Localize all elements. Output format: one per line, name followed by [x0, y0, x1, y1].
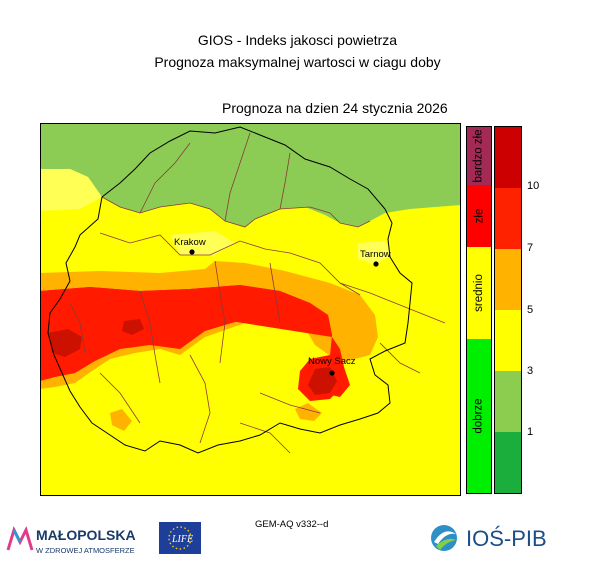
scale-swatch [495, 127, 521, 188]
map-subtitle: Prognoza maksymalnej wartosci w ciagu do… [154, 54, 441, 70]
life-eu-logo: LIFE [159, 522, 201, 554]
city-krakow: Krakow [174, 237, 206, 255]
legend-label-moderate: srednio [473, 274, 485, 312]
svg-text:LIFE: LIFE [171, 534, 193, 545]
index-scale-bar [494, 126, 522, 494]
city-nowy-sacz: Nowy Sacz [308, 356, 356, 376]
scale-swatch [495, 432, 521, 493]
legend-label-bad: złe [472, 208, 485, 224]
scale-tick: 7 [527, 242, 534, 254]
zone-very-bad-west [48, 329, 82, 357]
category-legend: bardzo złe złe srednio dobrze [466, 126, 492, 494]
city-label: Krakow [174, 237, 206, 248]
model-version: GEM-AQ v332--d [255, 519, 329, 530]
legend-label-very-bad: bardzo złe [473, 129, 485, 183]
scale-tick: 3 [527, 365, 534, 377]
malopolska-logo: MAŁOPOLSKA W ZDROWEJ ATMOSFERZE [6, 525, 136, 555]
svg-text:MAŁOPOLSKA: MAŁOPOLSKA [36, 527, 136, 543]
ios-pib-logo: IOŚ-PIB [431, 525, 547, 551]
scale-tick: 1 [527, 426, 534, 438]
svg-text:W ZDROWEJ ATMOSFERZE: W ZDROWEJ ATMOSFERZE [36, 546, 135, 555]
scale-swatch [495, 188, 521, 249]
city-label: Nowy Sacz [308, 356, 356, 367]
legend-label-good: dobrze [473, 398, 486, 434]
district-boundaries [69, 132, 446, 454]
legend-color-very-bad [467, 127, 491, 185]
scale-tick: 10 [527, 180, 540, 192]
zone-light-yellow-west [40, 169, 102, 211]
legend-color-good [467, 339, 491, 493]
scale-swatch [495, 371, 521, 432]
city-tarnow: Tarnow [360, 249, 391, 267]
region-outline [47, 126, 413, 454]
city-label: Tarnow [360, 249, 391, 260]
forecast-map: Krakow Tarnow Nowy Sacz [40, 123, 461, 496]
legend-color-moderate [467, 247, 491, 339]
svg-text:IOŚ-PIB: IOŚ-PIB [466, 526, 547, 551]
scale-swatch [495, 249, 521, 310]
forecast-date: Prognoza na dzien 24 stycznia 2026 [222, 100, 448, 116]
legend-color-bad [467, 185, 491, 247]
scale-tick: 5 [527, 304, 534, 316]
map-title: GIOS - Indeks jakosci powietrza [197, 32, 398, 48]
scale-swatch [495, 310, 521, 371]
zone-good-north [40, 123, 461, 227]
